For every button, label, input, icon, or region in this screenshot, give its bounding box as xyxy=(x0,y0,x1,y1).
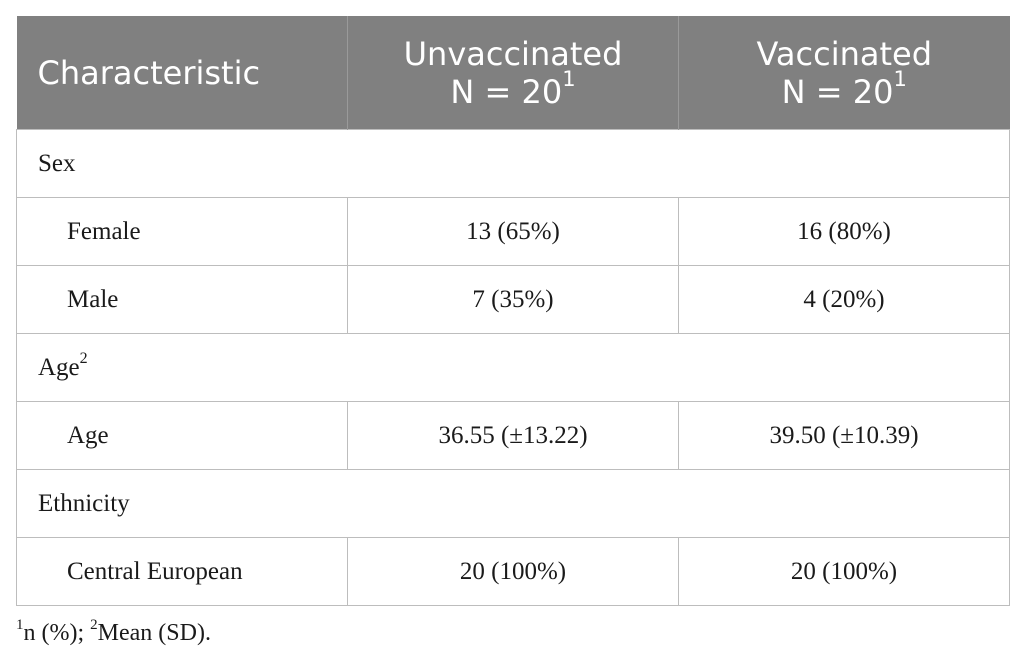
footnote-text-1: n (%); xyxy=(23,620,91,646)
footnote-text-2: Mean (SD). xyxy=(97,620,211,646)
cell-female-vaccinated: 16 (80%) xyxy=(678,197,1010,266)
header-unvaccinated-label: Unvaccinated xyxy=(403,34,623,73)
header-unvaccinated-n: N = 20 xyxy=(450,72,563,111)
table-footnote: 1n (%); 2Mean (SD). xyxy=(16,617,211,647)
table-row: Central European 20 (100%) 20 (100%) xyxy=(16,537,1010,606)
header-vaccinated: Vaccinated N = 201 xyxy=(678,16,1010,130)
header-vaccinated-n: N = 20 xyxy=(781,72,894,111)
footnote-marker-2: 2 xyxy=(90,617,98,633)
characteristics-table: Characteristic Unvaccinated N = 201 Vacc… xyxy=(16,16,1010,606)
row-label-male: Male xyxy=(16,265,348,334)
header-vaccinated-footnote-marker: 1 xyxy=(893,66,907,91)
cell-female-unvaccinated: 13 (65%) xyxy=(347,197,679,266)
footnote-marker-1: 1 xyxy=(16,617,24,633)
group-label-ethnicity: Ethnicity xyxy=(16,469,1010,538)
header-row: Characteristic Unvaccinated N = 201 Vacc… xyxy=(16,16,1010,130)
header-unvaccinated-footnote-marker: 1 xyxy=(562,66,576,91)
header-characteristic: Characteristic xyxy=(16,16,348,130)
header-unvaccinated: Unvaccinated N = 201 xyxy=(347,16,679,130)
header-vaccinated-label: Vaccinated xyxy=(756,34,933,73)
cell-central-european-vaccinated: 20 (100%) xyxy=(678,537,1010,606)
group-label-age-text: Age xyxy=(38,353,80,381)
group-age-footnote-marker: 2 xyxy=(79,349,88,367)
row-label-female: Female xyxy=(16,197,348,266)
row-label-central-european: Central European xyxy=(16,537,348,606)
cell-age-unvaccinated: 36.55 (±13.22) xyxy=(347,401,679,470)
cell-age-vaccinated: 39.50 (±10.39) xyxy=(678,401,1010,470)
group-row-age: Age2 xyxy=(16,333,1010,402)
table-row: Male 7 (35%) 4 (20%) xyxy=(16,265,1010,334)
group-row-ethnicity: Ethnicity xyxy=(16,469,1010,538)
group-label-age: Age2 xyxy=(16,333,1010,402)
group-label-sex: Sex xyxy=(16,129,1010,198)
cell-central-european-unvaccinated: 20 (100%) xyxy=(347,537,679,606)
cell-male-unvaccinated: 7 (35%) xyxy=(347,265,679,334)
cell-male-vaccinated: 4 (20%) xyxy=(678,265,1010,334)
group-row-sex: Sex xyxy=(16,129,1010,198)
table-row: Female 13 (65%) 16 (80%) xyxy=(16,197,1010,266)
row-label-age: Age xyxy=(16,401,348,470)
table-row: Age 36.55 (±13.22) 39.50 (±10.39) xyxy=(16,401,1010,470)
